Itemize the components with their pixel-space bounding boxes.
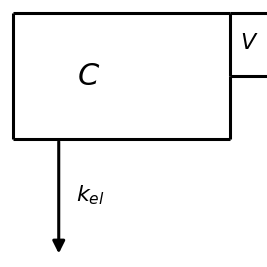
Text: $k_{el}$: $k_{el}$	[76, 183, 105, 207]
Text: $C$: $C$	[77, 62, 100, 91]
Text: $V$: $V$	[240, 33, 259, 53]
